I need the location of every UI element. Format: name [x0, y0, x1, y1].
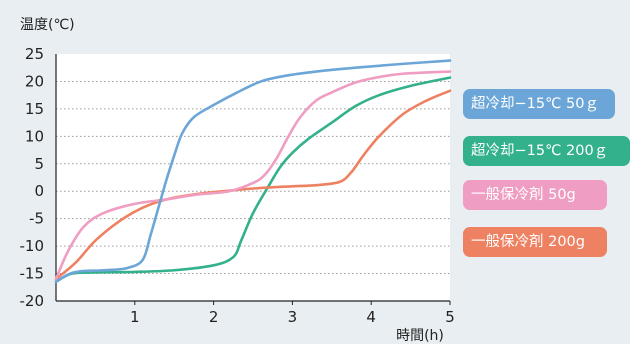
- x-tick-label-5: 5: [445, 308, 455, 326]
- x-axis-label: 時間(h): [396, 328, 444, 344]
- series-line-2: [54, 70, 452, 281]
- legend-entry-regular-ice-pack-50g: 一般保冷剤 50g: [463, 180, 607, 210]
- x-tick-label-2: 2: [209, 308, 219, 326]
- x-tick-label-4: 4: [366, 308, 376, 326]
- y-tick-label-15: 15: [25, 100, 44, 118]
- tick-labels: 25 20 15 10 5 0 -5 -10 -15 -20 1 2 3 4 5: [20, 45, 455, 326]
- y-tick-label-10: 10: [25, 127, 44, 145]
- series-line-0: [54, 59, 452, 284]
- y-tick-label--15: -15: [20, 265, 45, 283]
- grid-lines: [56, 80, 450, 275]
- series-lines: [54, 59, 452, 284]
- axes: [55, 54, 450, 302]
- y-tick-label--5: -5: [29, 210, 44, 228]
- y-tick-label-20: 20: [25, 72, 44, 90]
- y-tick-label--20: -20: [20, 292, 45, 310]
- legend-entry-super-cooling-200g: 超冷却−15℃ 200ｇ: [463, 136, 630, 166]
- y-tick-label-5: 5: [34, 155, 44, 173]
- legend-entry-super-cooling-50g: 超冷却−15℃ 50ｇ: [463, 89, 615, 119]
- y-axis-label: 温度(℃): [20, 17, 75, 33]
- y-tick-label--10: -10: [20, 237, 45, 255]
- series-line-3: [54, 89, 452, 281]
- x-tick-label-3: 3: [288, 308, 298, 326]
- y-tick-label-25: 25: [25, 45, 44, 63]
- y-tick-label-0: 0: [34, 182, 44, 200]
- x-tick-label-1: 1: [130, 308, 140, 326]
- plot-area: [56, 54, 450, 301]
- legend-entry-regular-ice-pack-200g: 一般保冷剤 200g: [463, 227, 607, 257]
- series-line-1: [54, 76, 452, 284]
